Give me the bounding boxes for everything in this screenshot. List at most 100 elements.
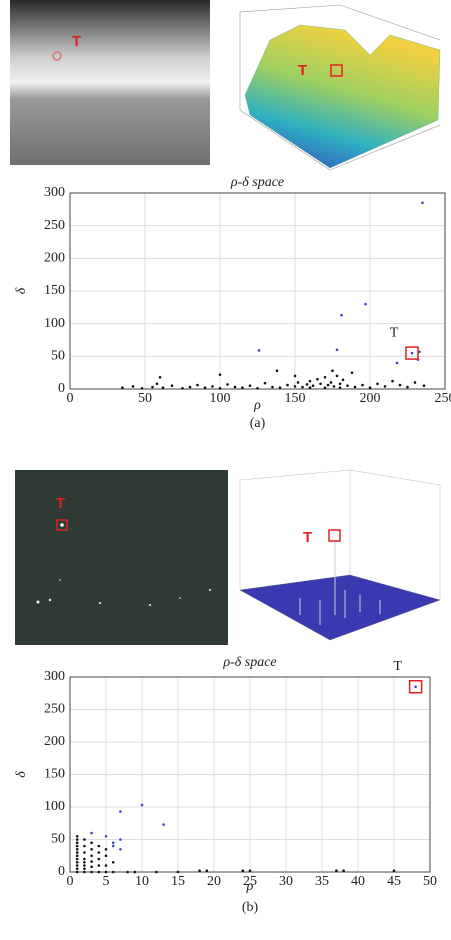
surface-plot — [239, 469, 441, 600]
point — [263, 381, 267, 385]
x-tick-label: 40 — [351, 874, 365, 889]
point — [161, 386, 165, 389]
point — [75, 838, 79, 841]
infrared-image — [10, 0, 210, 165]
point — [75, 834, 79, 838]
image-speckles — [36, 579, 211, 606]
point — [335, 348, 339, 352]
point — [83, 870, 86, 874]
point — [133, 870, 137, 874]
y-tick-label: 150 — [44, 283, 65, 298]
point — [104, 870, 108, 874]
point — [406, 385, 409, 389]
point — [353, 385, 357, 389]
point — [398, 383, 402, 387]
target-marker — [60, 523, 64, 527]
point — [422, 384, 426, 388]
point — [104, 864, 108, 867]
point — [104, 854, 108, 858]
point — [421, 201, 424, 205]
surface-label: T — [298, 62, 307, 79]
point — [308, 386, 312, 389]
point — [111, 841, 115, 845]
point — [111, 844, 115, 848]
point — [97, 844, 101, 848]
point — [97, 851, 101, 854]
x-axis-label: ρ — [246, 879, 254, 894]
point — [75, 854, 79, 858]
point — [323, 375, 327, 379]
point — [75, 844, 79, 848]
point — [75, 847, 79, 851]
chart-title: ρ-δ space — [230, 175, 284, 190]
x-tick-label: 20 — [207, 874, 221, 889]
y-tick-label: 250 — [44, 218, 65, 233]
point — [376, 382, 379, 386]
x-tick-label: 50 — [423, 874, 437, 889]
point — [140, 803, 144, 807]
chart-title: ρ-δ space — [222, 655, 276, 670]
point — [323, 386, 327, 389]
point — [205, 869, 209, 872]
point — [196, 383, 199, 387]
point — [391, 379, 394, 383]
surface-plot — [239, 4, 441, 171]
point — [278, 386, 282, 389]
point — [97, 870, 101, 874]
point — [316, 377, 319, 381]
y-axis-label: δ — [14, 771, 29, 778]
target-box — [56, 519, 68, 531]
point — [111, 870, 115, 874]
point — [248, 384, 252, 388]
caption: (b) — [242, 900, 259, 915]
x-tick-label: 0 — [67, 391, 74, 406]
x-tick-label: 25 — [243, 874, 257, 889]
point — [83, 857, 86, 861]
surface-target — [330, 64, 343, 77]
point — [75, 857, 79, 861]
surface-target — [328, 529, 341, 542]
point — [131, 385, 135, 388]
y-tick-label: 50 — [51, 832, 65, 847]
point — [75, 864, 79, 867]
point — [104, 847, 108, 851]
point — [140, 387, 144, 390]
point — [75, 841, 79, 845]
point — [75, 860, 79, 864]
point — [301, 385, 304, 389]
point — [75, 851, 79, 854]
point — [90, 860, 93, 863]
y-tick-label: 300 — [44, 669, 65, 684]
caption: (a) — [250, 416, 266, 431]
x-tick-label: 35 — [315, 874, 329, 889]
point — [275, 369, 279, 373]
point — [218, 387, 222, 390]
point — [158, 375, 162, 379]
point — [203, 386, 207, 389]
target-label: T — [390, 325, 399, 340]
x-tick-label: 50 — [138, 391, 152, 406]
point — [364, 302, 367, 306]
y-tick-label: 0 — [58, 864, 65, 879]
point — [329, 381, 333, 384]
point — [83, 844, 86, 848]
point — [218, 373, 222, 376]
y-tick-label: 200 — [44, 251, 65, 266]
point — [90, 847, 93, 851]
target-box — [405, 346, 419, 360]
target-label: T — [393, 659, 402, 674]
point — [418, 350, 421, 354]
point — [97, 864, 101, 867]
target-box — [408, 680, 423, 694]
point — [293, 385, 297, 388]
y-tick-label: 300 — [44, 185, 65, 200]
image-label: T — [72, 33, 81, 50]
point — [293, 374, 297, 378]
point — [75, 867, 79, 871]
x-axis-label: ρ — [253, 398, 261, 413]
point — [181, 387, 184, 390]
x-tick-label: 0 — [67, 874, 74, 889]
point — [338, 382, 342, 386]
point — [83, 838, 86, 841]
